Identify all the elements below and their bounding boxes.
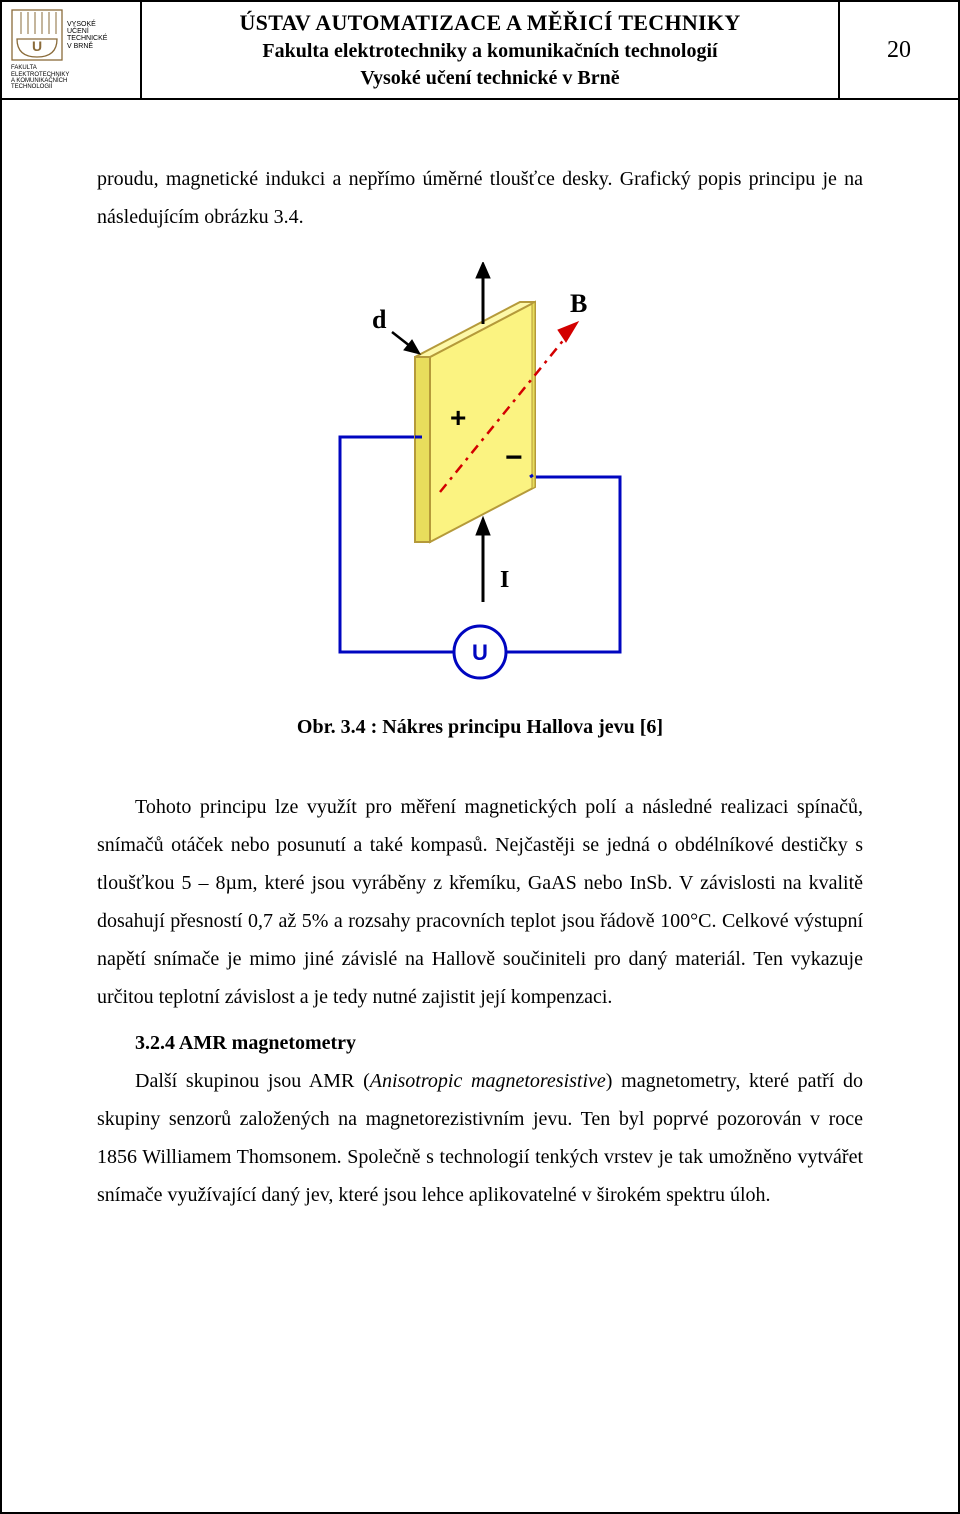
hall-plate-icon: [415, 302, 535, 542]
label-plus: +: [450, 402, 466, 433]
arrow-d-icon: [392, 332, 420, 354]
arrow-up-icon: [476, 262, 490, 324]
label-U: U: [472, 640, 488, 665]
figure-caption: Obr. 3.4 : Nákres principu Hallova jevu …: [97, 708, 863, 746]
label-B: B: [570, 289, 587, 318]
hall-effect-diagram-icon: U: [300, 262, 660, 682]
logo-faculty-text: FAKULTA ELEKTROTECHNIKY A KOMUNIKAČNÍCH …: [11, 65, 131, 90]
label-d: d: [372, 305, 387, 334]
arrow-current-icon: [476, 517, 490, 602]
intro-paragraph: proudu, magnetické indukci a nepřímo úmě…: [97, 160, 863, 236]
page: U VYSOKÉ UČENÍ TECHNICKÉ V BRNĚ FAKULTA …: [0, 0, 960, 1514]
logo-university-text: VYSOKÉ UČENÍ TECHNICKÉ V BRNĚ: [67, 21, 107, 50]
logo-shield-icon: U: [11, 9, 63, 61]
header-institute: ÚSTAV AUTOMATIZACE A MĚŘICÍ TECHNIKY: [152, 10, 828, 36]
header-logo-cell: U VYSOKÉ UČENÍ TECHNICKÉ V BRNĚ FAKULTA …: [2, 2, 142, 98]
para3-italic: Anisotropic magnetoresistive: [370, 1070, 606, 1092]
header-title-cell: ÚSTAV AUTOMATIZACE A MĚŘICÍ TECHNIKY Fak…: [142, 2, 838, 98]
paragraph-hall-principle: Tohoto principu lze využít pro měření ma…: [97, 788, 863, 1016]
page-number: 20: [838, 2, 958, 98]
section-heading-amr: 3.2.4 AMR magnetometry: [97, 1024, 863, 1062]
figure-hall-effect: U: [97, 262, 863, 682]
header-university: Vysoké učení technické v Brně: [152, 67, 828, 90]
university-logo: U VYSOKÉ UČENÍ TECHNICKÉ V BRNĚ FAKULTA …: [11, 9, 131, 90]
page-content: proudu, magnetické indukci a nepřímo úmě…: [2, 100, 958, 1254]
label-I: I: [500, 567, 509, 593]
label-minus: −: [505, 441, 523, 474]
header-faculty: Fakulta elektrotechniky a komunikačních …: [152, 40, 828, 63]
paragraph-amr: Další skupinou jsou AMR (Anisotropic mag…: [97, 1062, 863, 1214]
para3-part-a: Další skupinou jsou AMR (: [135, 1070, 370, 1092]
page-header: U VYSOKÉ UČENÍ TECHNICKÉ V BRNĚ FAKULTA …: [2, 2, 958, 100]
svg-text:U: U: [32, 38, 42, 54]
